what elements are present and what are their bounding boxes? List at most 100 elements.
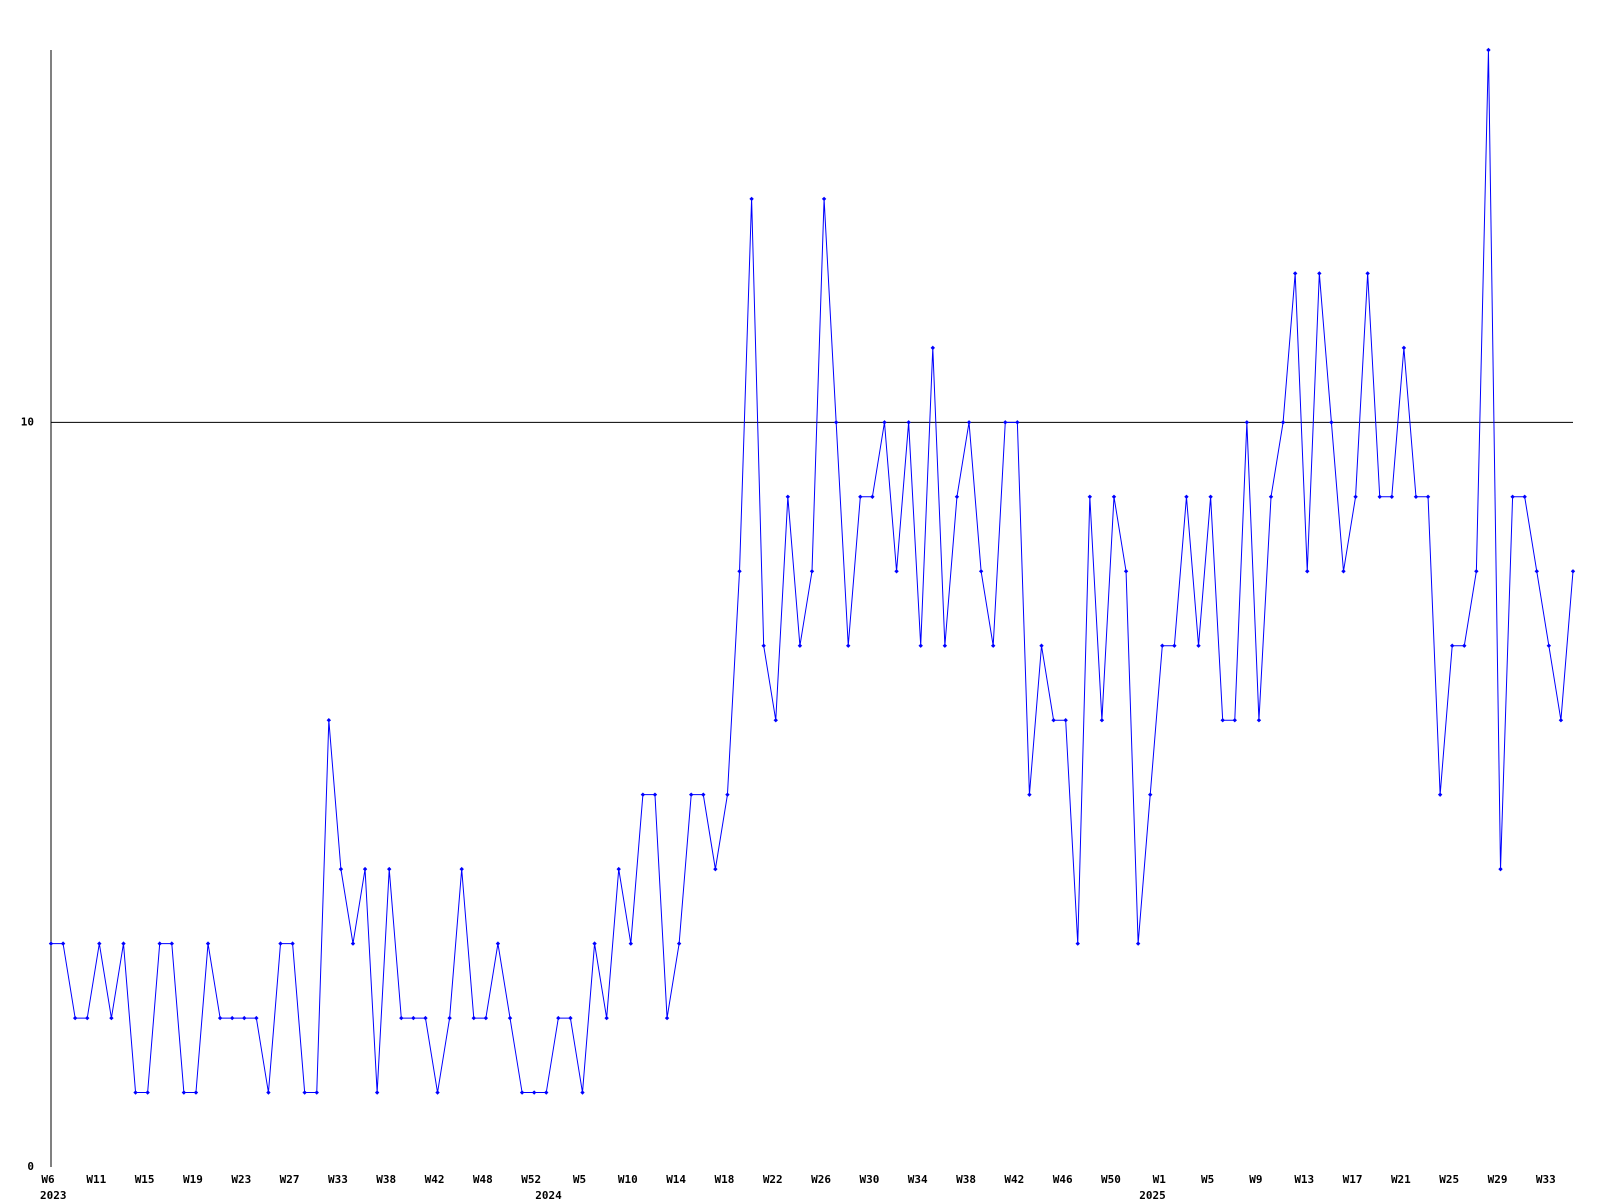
point-marker: [1462, 643, 1467, 648]
x-tick-label: W23: [231, 1173, 251, 1186]
point-marker: [544, 1090, 549, 1095]
point-marker: [48, 941, 54, 946]
point-marker: [1437, 792, 1443, 797]
point-marker: [580, 1090, 585, 1095]
point-marker: [942, 643, 948, 648]
point-marker: [1244, 420, 1250, 425]
point-marker: [664, 1015, 670, 1021]
point-marker: [616, 866, 621, 872]
point-marker: [1111, 494, 1117, 499]
x-tick-label: W38: [956, 1173, 976, 1186]
point-marker: [568, 1015, 573, 1021]
point-marker: [1546, 643, 1552, 648]
point-marker: [60, 941, 66, 946]
point-marker: [640, 792, 646, 797]
point-marker: [1063, 718, 1068, 723]
x-tick-label: W10: [618, 1173, 638, 1186]
x-tick-label: W22: [763, 1173, 783, 1186]
point-marker: [374, 1090, 380, 1095]
point-marker: [1208, 494, 1213, 499]
point-marker: [1232, 718, 1237, 723]
point-marker: [1329, 420, 1334, 425]
point-marker: [604, 1015, 609, 1021]
point-marker: [749, 196, 754, 202]
point-marker: [254, 1015, 259, 1021]
point-marker: [1003, 420, 1008, 425]
point-marker: [435, 1090, 440, 1095]
point-marker: [894, 569, 899, 574]
point-marker: [507, 1015, 513, 1021]
point-marker: [701, 792, 706, 797]
point-marker: [1039, 643, 1044, 648]
point-marker: [1172, 643, 1177, 648]
point-marker: [85, 1015, 90, 1021]
point-marker: [918, 643, 923, 648]
point-marker: [423, 1015, 428, 1021]
point-marker: [676, 941, 682, 946]
point-marker: [1256, 718, 1262, 723]
point-marker: [133, 1090, 138, 1095]
y-tick-label: 0: [27, 1160, 34, 1173]
point-marker: [290, 941, 295, 946]
x-tick-label: W30: [859, 1173, 879, 1186]
point-marker: [278, 941, 283, 946]
point-marker: [628, 941, 634, 946]
point-marker: [761, 643, 766, 648]
point-marker: [181, 1090, 187, 1095]
point-marker: [1087, 494, 1093, 499]
point-marker: [1027, 792, 1032, 797]
point-marker: [1401, 345, 1407, 351]
point-marker: [773, 718, 778, 723]
point-marker: [109, 1015, 114, 1021]
x-tick-label: W25: [1439, 1173, 1459, 1186]
x-tick-label: W21: [1391, 1173, 1411, 1186]
point-marker: [809, 569, 815, 574]
point-marker: [1135, 941, 1141, 946]
point-marker: [483, 1015, 489, 1021]
x-tick-label: W15: [135, 1173, 155, 1186]
point-marker: [990, 643, 996, 648]
point-marker: [350, 941, 356, 946]
x-tick-label: W6: [41, 1173, 55, 1186]
x-tick-label: W34: [908, 1173, 928, 1186]
point-marker: [399, 1015, 404, 1021]
point-marker: [821, 196, 827, 202]
x-tick-label: W19: [183, 1173, 203, 1186]
point-marker: [1510, 494, 1515, 499]
point-marker: [326, 718, 332, 723]
x-tick-label: W11: [86, 1173, 106, 1186]
point-marker: [978, 569, 984, 574]
point-marker: [689, 792, 694, 797]
point-marker: [870, 494, 875, 499]
point-marker: [652, 792, 658, 797]
x-tick-label: W27: [280, 1173, 300, 1186]
x-tick-label: W9: [1249, 1173, 1262, 1186]
point-marker: [1558, 718, 1564, 723]
point-marker: [169, 941, 174, 946]
point-marker: [1280, 420, 1286, 425]
point-marker: [193, 1090, 199, 1095]
point-marker: [1051, 718, 1056, 723]
point-marker: [302, 1090, 307, 1095]
point-marker: [966, 420, 972, 425]
point-marker: [785, 494, 791, 499]
point-marker: [387, 866, 392, 872]
point-marker: [882, 420, 887, 425]
point-marker: [447, 1015, 452, 1021]
x-tick-label: W46: [1053, 1173, 1073, 1186]
point-marker: [1425, 494, 1431, 499]
point-marker: [145, 1090, 150, 1095]
point-marker: [797, 643, 803, 648]
x-tick-label: W13: [1294, 1173, 1314, 1186]
point-marker: [1305, 569, 1310, 574]
x-tick-label: W5: [573, 1173, 586, 1186]
point-marker: [72, 1015, 78, 1021]
point-marker: [1522, 494, 1527, 499]
point-marker: [1220, 718, 1225, 723]
x-tick-label: W33: [328, 1173, 348, 1186]
point-marker: [1570, 569, 1576, 574]
point-marker: [229, 1015, 235, 1021]
point-marker: [242, 1015, 247, 1021]
point-marker: [1317, 271, 1322, 276]
point-marker: [459, 866, 464, 872]
